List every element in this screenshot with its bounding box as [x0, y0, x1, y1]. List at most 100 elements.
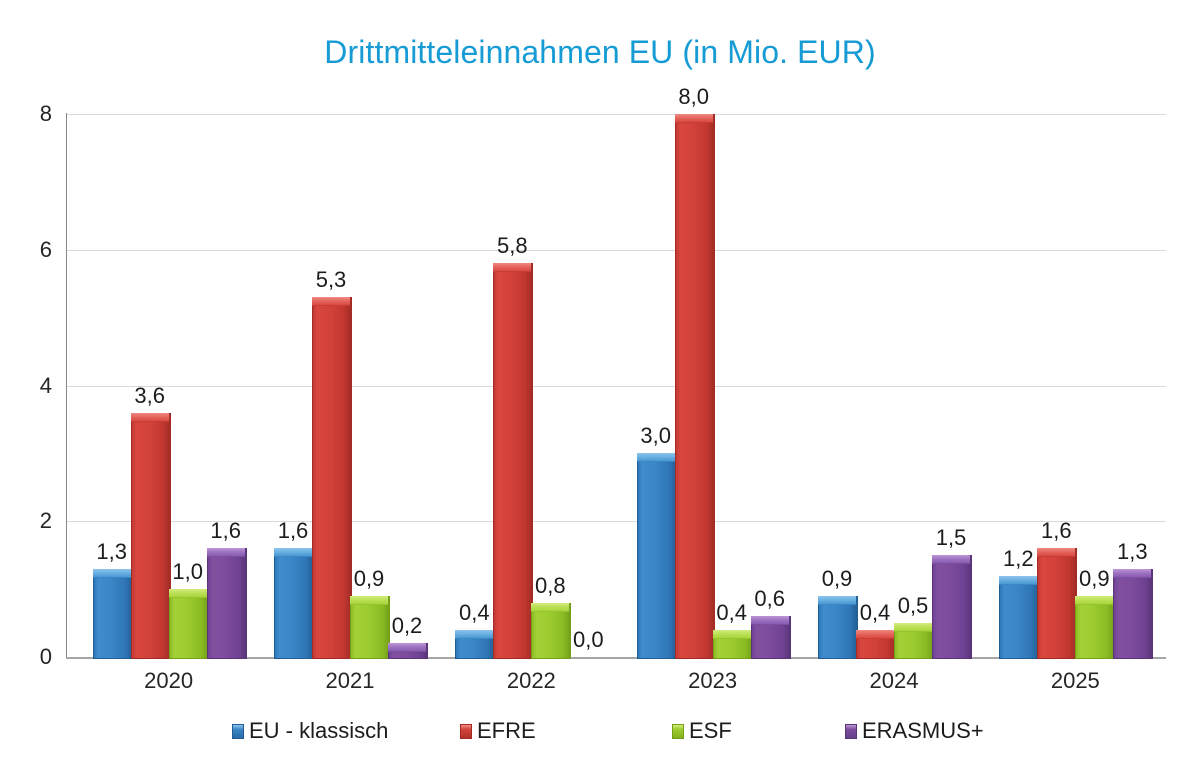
- bar[interactable]: [312, 297, 352, 659]
- legend-item-efre[interactable]: EFRE: [460, 718, 536, 744]
- x-axis-tick-label: 2021: [325, 668, 375, 693]
- bar[interactable]: [894, 623, 934, 659]
- bar-value-label: 1,0: [172, 559, 203, 584]
- bar-group-bars: 0,9 0,4 0,5 1,5: [818, 113, 972, 659]
- bar-group: 0,4 5,8 0,8 0,0: [455, 113, 607, 659]
- bar[interactable]: [531, 603, 572, 659]
- bar-value-label: 1,5: [935, 525, 967, 550]
- bar[interactable]: [130, 413, 171, 659]
- y-axis-tick-label: 6: [39, 236, 52, 262]
- bar[interactable]: [1075, 596, 1116, 659]
- bar-group: 1,2 1,6 0,9 1,3: [999, 113, 1154, 659]
- bar[interactable]: [750, 616, 791, 659]
- bar-top-highlight: [818, 596, 856, 605]
- bar[interactable]: [856, 630, 896, 659]
- bar[interactable]: [1113, 569, 1154, 659]
- legend-label: ESF: [689, 718, 732, 743]
- bar-body: [999, 576, 1040, 659]
- bar[interactable]: [932, 555, 972, 659]
- bar-slot: 3,0: [636, 113, 677, 659]
- bar-body: [350, 596, 390, 659]
- bar-body: [1037, 548, 1078, 659]
- bar-top-highlight: [674, 114, 713, 123]
- bar-group-bars: 1,6 5,3 0,9 0,2: [274, 113, 428, 659]
- legend-swatch-icon: [460, 723, 472, 739]
- bar-top-highlight: [455, 630, 494, 639]
- bar-slot: 1,0: [168, 113, 209, 659]
- bar[interactable]: [1037, 548, 1078, 659]
- x-axis-tick-label: 2023: [688, 668, 738, 693]
- bar-value-label: 5,8: [497, 233, 528, 258]
- bar-top-highlight: [312, 297, 350, 306]
- bar-top-highlight: [999, 576, 1038, 585]
- bar[interactable]: [493, 263, 534, 659]
- gridline: [66, 249, 1166, 251]
- y-axis-tick-label: 4: [39, 372, 52, 398]
- bar-group-bars: 3,0 8,0 0,4 0,6: [636, 84, 791, 659]
- bar[interactable]: [712, 630, 753, 659]
- x-axis-tick-label: 2020: [144, 668, 194, 693]
- bar-slot: 0,2: [388, 113, 428, 659]
- bar-body: [1075, 596, 1116, 659]
- chart-title: Drittmitteleinnahmen EU (in Mio. EUR): [324, 34, 876, 70]
- legend-label: ERASMUS+: [862, 718, 984, 743]
- bar-slot: 1,3: [92, 113, 133, 659]
- bar-value-label: 0,5: [897, 593, 929, 618]
- bar-value-label: 0,2: [391, 613, 423, 638]
- bar-slot: 0,9: [350, 113, 390, 659]
- legend-item-eu-klassisch[interactable]: EU - klassisch: [232, 718, 388, 744]
- bar[interactable]: [674, 114, 715, 659]
- bar-group: 3,0 8,0 0,4 0,6: [636, 84, 791, 659]
- bar-top-highlight: [1113, 569, 1152, 578]
- bar-slot: 0,9: [818, 113, 858, 659]
- bar-slot: 0,4: [712, 113, 753, 659]
- chart-legend: EU - klassisch EFRE ESF ERASMUS+: [0, 718, 1200, 748]
- bar-body: [274, 548, 314, 659]
- bar[interactable]: [999, 576, 1040, 659]
- bar-slot: 3,6: [130, 113, 171, 659]
- x-axis-tick-label: 2022: [506, 668, 556, 693]
- bar-body: [493, 263, 534, 659]
- bar-slot: 1,5: [932, 113, 972, 659]
- bar-slot: 0,9: [1075, 113, 1116, 659]
- legend-label: EFRE: [477, 718, 536, 743]
- bar-top-highlight: [92, 569, 131, 578]
- bar-top-highlight: [1075, 596, 1114, 605]
- bar-slot: 1,6: [206, 113, 247, 659]
- bar-value-label: 0,0: [573, 627, 604, 652]
- bar-top-highlight: [894, 623, 932, 632]
- bar[interactable]: [206, 548, 247, 659]
- legend-item-erasmus[interactable]: ERASMUS+: [845, 718, 984, 744]
- bar-body: [206, 548, 247, 659]
- legend-swatch-icon: [672, 723, 684, 739]
- bar[interactable]: [636, 453, 677, 659]
- bar[interactable]: [274, 548, 314, 659]
- bar-top-highlight: [932, 555, 970, 564]
- bar-slot: 8,0: [674, 84, 715, 659]
- bar[interactable]: [818, 596, 858, 659]
- bar[interactable]: [350, 596, 390, 659]
- bar-top-highlight: [388, 643, 426, 652]
- bar-value-label: 1,6: [277, 518, 309, 543]
- bar-value-label: 1,6: [1041, 518, 1072, 543]
- bar-body: [312, 297, 352, 659]
- bar-slot: 5,8: [493, 113, 534, 659]
- bar[interactable]: [455, 630, 496, 659]
- bar-slot: 0,0: [569, 113, 607, 657]
- bar-value-label: 0,9: [1079, 566, 1110, 591]
- bar-body: [168, 589, 209, 659]
- legend-item-esf[interactable]: ESF: [672, 718, 732, 744]
- bar-value-label: 1,2: [1003, 546, 1034, 571]
- bar-slot: 5,3: [312, 113, 352, 659]
- bar[interactable]: [388, 643, 428, 659]
- bar-value-label: 1,3: [1117, 539, 1148, 564]
- bar-value-label: 1,6: [210, 518, 241, 543]
- bar-slot: 1,6: [1037, 113, 1078, 659]
- bar-slot: 0,5: [894, 113, 934, 659]
- bar[interactable]: [168, 589, 209, 659]
- bar[interactable]: [92, 569, 133, 659]
- bar-top-highlight: [274, 548, 312, 557]
- bar-group: 0,9 0,4 0,5 1,5: [818, 113, 972, 659]
- plot-area: 1,3 3,6 1,0 1,6 1,6 5,3 0,9 0,2 0,4 5,8 0,8 0,0 3,0 8…: [66, 84, 1166, 659]
- bar-value-label: 3,0: [640, 423, 671, 448]
